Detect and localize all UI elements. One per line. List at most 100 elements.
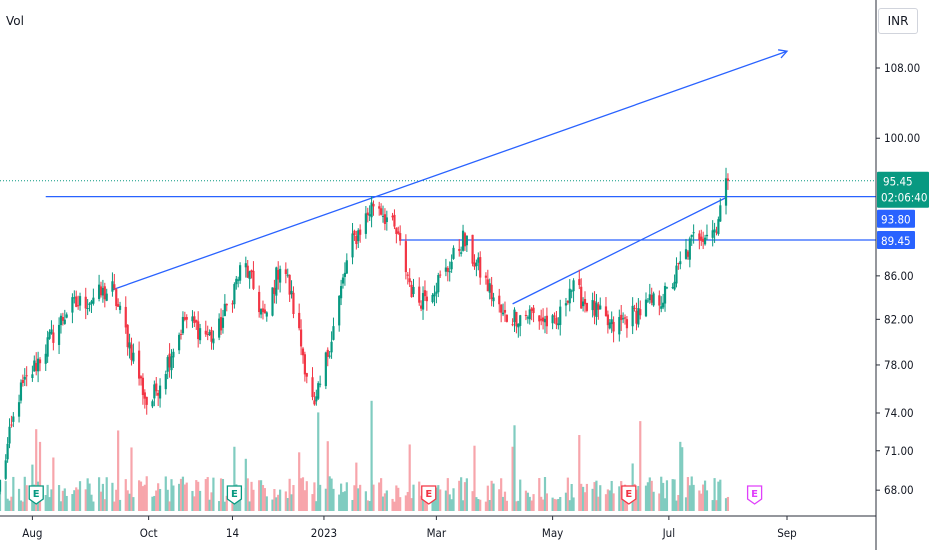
volume-bar (652, 491, 655, 511)
candle-body (686, 251, 690, 257)
volume-bar (538, 478, 541, 511)
volume-bar (660, 476, 663, 511)
candle-body (500, 304, 503, 313)
y-tick-label: 82.00 (884, 312, 914, 326)
volume-bar (423, 494, 427, 511)
volume-bar (380, 478, 383, 511)
candle-body (63, 319, 66, 324)
volume-bar (421, 494, 425, 511)
candle-body (711, 230, 714, 238)
volume-bar (288, 478, 291, 511)
volume-bar (290, 494, 293, 511)
currency-selector[interactable]: INR (878, 8, 918, 34)
volume-bar (557, 498, 560, 511)
y-tick-label: 100.00 (884, 131, 920, 145)
candle-body (662, 302, 665, 308)
candle-body (452, 247, 455, 259)
volume-bar (681, 447, 684, 511)
candle-body (665, 287, 669, 289)
volume-bar (663, 498, 667, 511)
volume-bar (273, 489, 276, 511)
candle-body (700, 236, 703, 241)
volume-bar (703, 480, 707, 511)
candle-body (338, 295, 341, 326)
candle-body (597, 304, 600, 310)
earnings-event-icon: E (421, 485, 437, 505)
candle-body (315, 396, 318, 402)
candle-body (19, 382, 23, 401)
volume-bar (448, 494, 451, 511)
y-tick-label: 86.00 (884, 269, 914, 283)
volume-bar (25, 485, 28, 511)
volume-bar (461, 500, 465, 511)
candle-body (713, 229, 716, 233)
volume-bar (463, 482, 467, 511)
volume-legend-label[interactable]: Vol (6, 14, 24, 28)
volume-bar (46, 484, 49, 511)
candle-body (541, 317, 545, 322)
candle-body (357, 230, 360, 242)
trendline-arrowhead (778, 49, 789, 59)
volume-bar (155, 490, 158, 511)
candle-body (239, 265, 242, 281)
volume-bar (532, 494, 535, 511)
volume-bar (168, 501, 171, 511)
candle-body (421, 293, 425, 310)
candle-body (210, 330, 213, 342)
volume-bar (673, 479, 676, 511)
candle-body (692, 232, 695, 234)
volume-bar (261, 485, 265, 511)
volume-bar (78, 481, 82, 511)
candle-body (425, 296, 428, 302)
candle-body (532, 307, 535, 314)
candle-body (105, 293, 108, 301)
volume-bar (437, 485, 440, 511)
candle-body (143, 392, 146, 399)
volume-bar (35, 429, 38, 511)
volume-bar (637, 485, 640, 511)
candle-body (6, 443, 9, 460)
earnings-event-label: E (625, 489, 632, 500)
earnings-event-shape (746, 485, 763, 505)
volume-bar (475, 497, 478, 511)
volume-bar (44, 495, 47, 511)
candle-body (420, 305, 423, 309)
volume-bar (383, 493, 387, 511)
volume-bar (446, 478, 449, 511)
volume-bar (97, 477, 101, 511)
volume-bar (406, 491, 409, 511)
candle-body (59, 315, 63, 326)
candle-body (583, 299, 587, 305)
candle-body (311, 377, 314, 398)
candle-body (557, 323, 560, 326)
volume-bar (511, 446, 514, 511)
volume-bar (63, 488, 66, 511)
earnings-event-icon: E (28, 485, 44, 505)
volume-bar (711, 500, 714, 511)
candle-body (298, 312, 301, 329)
candle-body (380, 208, 383, 215)
candle-body (568, 288, 571, 304)
earnings-event-label: E (751, 489, 758, 500)
candle-body (305, 373, 308, 377)
volume-bar (500, 478, 503, 511)
candle-body (48, 332, 51, 339)
volume-bar (593, 482, 596, 511)
candle-body (183, 317, 186, 320)
candle-body (705, 234, 709, 237)
volume-bar (115, 489, 118, 511)
earnings-event-label: E (33, 489, 40, 500)
candle-body (545, 315, 548, 327)
volume-bar (650, 480, 653, 511)
candle-body (503, 309, 507, 313)
candle-body (366, 212, 369, 216)
candle-body (448, 271, 451, 273)
candle-body (698, 233, 701, 240)
volume-bar (38, 441, 42, 511)
candle-body (261, 308, 265, 313)
x-tick-label: Sep (777, 526, 797, 540)
volume-bar (665, 480, 669, 511)
volume-bar (591, 488, 594, 511)
